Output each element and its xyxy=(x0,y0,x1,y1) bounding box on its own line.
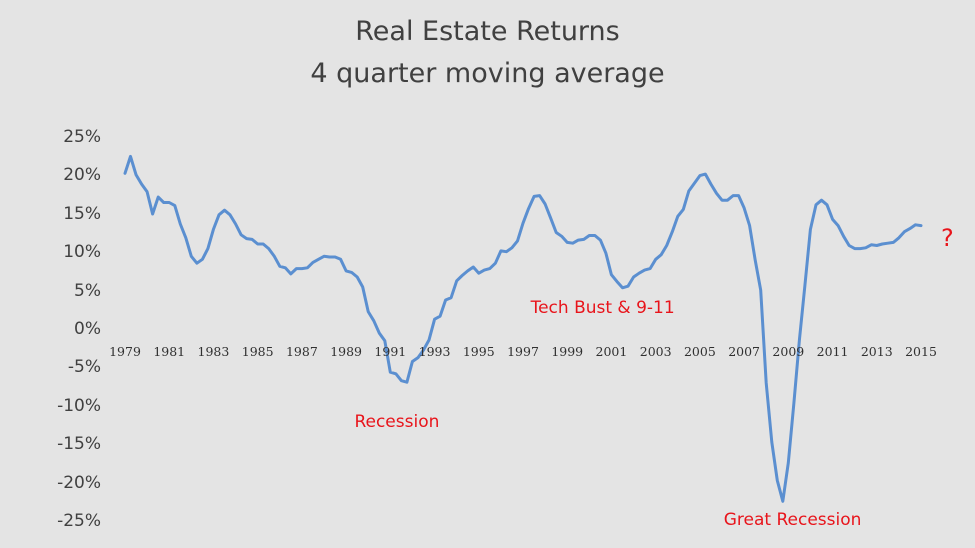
chart-title: Real Estate Returns xyxy=(355,16,620,47)
x-tick-label: 1993 xyxy=(418,344,451,359)
y-tick-label: 10% xyxy=(63,242,101,263)
x-tick-label: 1995 xyxy=(462,344,495,359)
x-tick-label: 2001 xyxy=(595,344,628,359)
x-tick-label: 2013 xyxy=(860,344,893,359)
x-tick-label: 1985 xyxy=(241,344,274,359)
y-tick-label: -25% xyxy=(57,511,101,531)
y-tick-label: 25% xyxy=(63,127,101,147)
series-line xyxy=(123,154,923,503)
x-tick-label: 2011 xyxy=(816,344,849,359)
x-tick-label: 2015 xyxy=(905,344,937,359)
annotation-label: Great Recession xyxy=(723,510,862,531)
chart-subtitle: 4 quarter moving average xyxy=(310,58,665,89)
x-tick-label: 1979 xyxy=(109,344,141,359)
x-tick-label: 1987 xyxy=(285,344,318,359)
y-tick-label: -20% xyxy=(57,472,101,493)
y-tick-label: -5% xyxy=(67,357,101,378)
x-tick-label: 1997 xyxy=(507,344,539,359)
y-tick-label: 5% xyxy=(74,280,101,301)
x-tick-label: 1989 xyxy=(330,344,363,359)
x-tick-label: 2003 xyxy=(639,344,672,359)
x-tick-label: 1983 xyxy=(197,344,230,359)
x-tick-label: 2005 xyxy=(683,344,716,359)
annotation-label: Recession xyxy=(354,412,440,433)
y-tick-label: 0% xyxy=(74,319,101,339)
x-tick-label: 2007 xyxy=(728,344,761,359)
x-tick-label: 1981 xyxy=(153,344,186,359)
x-tick-label: 1991 xyxy=(374,344,407,359)
y-tick-label: -10% xyxy=(57,395,101,416)
x-tick-label: 1999 xyxy=(551,344,584,359)
x-tick-label: 2009 xyxy=(772,344,805,359)
annotation-label: Tech Bust & 9-11 xyxy=(530,298,675,319)
y-tick-label: 15% xyxy=(63,203,101,224)
y-tick-label: 20% xyxy=(63,165,101,186)
annotation-label: ? xyxy=(941,223,954,252)
y-tick-label: -15% xyxy=(57,434,101,455)
